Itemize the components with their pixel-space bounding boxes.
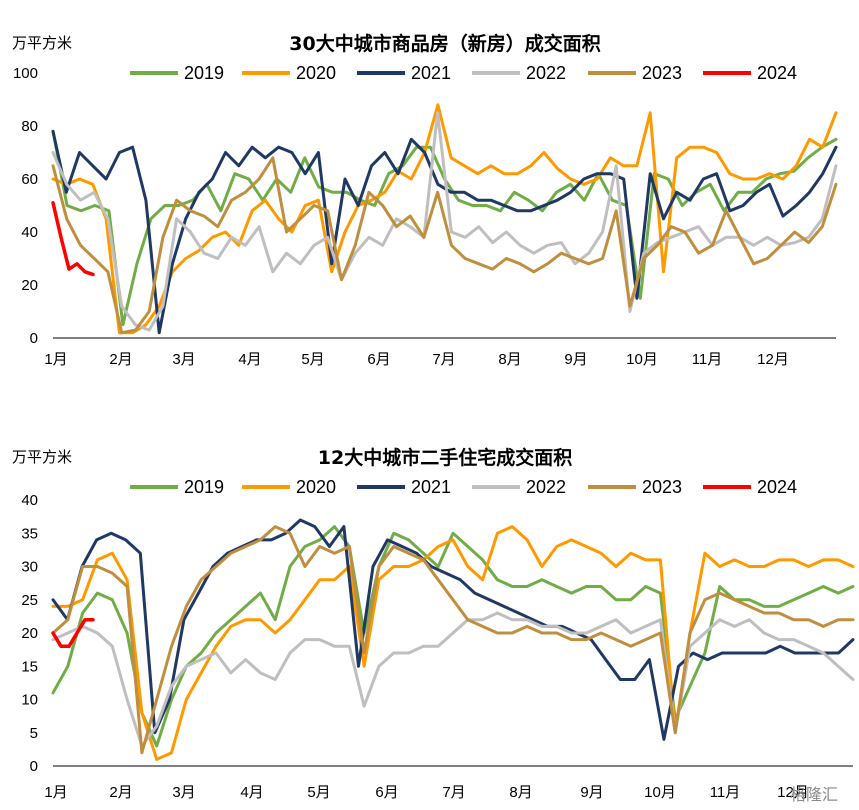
legend-label-2021: 2021 xyxy=(411,63,451,83)
series-line-2020 xyxy=(51,103,838,335)
chart-bottom-legend: 2019 2020 2021 2022 2023 2024 xyxy=(130,477,797,497)
series-line-2020 xyxy=(51,525,855,761)
chart-top-x-ticks: 1月 2月 3月 4月 5月 6月 7月 8月 9月 10月 11月 12月 xyxy=(44,351,789,368)
x-tick-label: 4月 xyxy=(240,784,263,801)
chart-bottom-series xyxy=(51,518,855,761)
y-tick-label: 0 xyxy=(30,758,38,775)
chart-bottom-unit: 万平方米 xyxy=(12,448,72,466)
legend-label-2022: 2022 xyxy=(526,63,566,83)
legend-label-2022: 2022 xyxy=(526,477,566,497)
x-tick-label: 3月 xyxy=(172,784,195,801)
legend-label-2019: 2019 xyxy=(184,477,224,497)
y-tick-label: 35 xyxy=(21,525,38,542)
x-tick-label: 8月 xyxy=(509,784,532,801)
y-tick-label: 5 xyxy=(30,725,38,742)
x-tick-label: 4月 xyxy=(238,351,261,368)
legend-label-2020: 2020 xyxy=(296,63,336,83)
legend-label-2021: 2021 xyxy=(411,477,451,497)
x-tick-label: 2月 xyxy=(109,784,132,801)
chart-top-series xyxy=(51,103,838,335)
x-tick-label: 6月 xyxy=(375,784,398,801)
watermark-text: 格隆汇 xyxy=(790,785,838,804)
chart-top: 30大中城市商品房（新房）成交面积 万平方米 0 20 40 60 80 100 1月 2月… xyxy=(12,32,838,368)
chart-bottom-x-ticks: 1月 2月 3月 4月 5月 6月 7月 8月 9月 10月 11月 12月 xyxy=(44,784,809,801)
legend-label-2019: 2019 xyxy=(184,63,224,83)
x-tick-label: 11月 xyxy=(710,784,741,801)
chart-bottom-y-ticks: 0 5 10 15 20 25 30 35 40 xyxy=(21,492,38,775)
x-tick-label: 5月 xyxy=(307,784,330,801)
series-line-2023 xyxy=(51,156,838,335)
x-tick-label: 7月 xyxy=(432,351,455,368)
y-tick-label: 60 xyxy=(21,171,38,188)
x-tick-label: 10月 xyxy=(644,784,676,801)
x-tick-label: 7月 xyxy=(442,784,465,801)
legend-label-2023: 2023 xyxy=(642,63,682,83)
chart-bottom-title: 12大中城市二手住宅成交面积 xyxy=(318,446,572,469)
chart-top-legend: 2019 2020 2021 2022 2023 2024 xyxy=(130,63,797,83)
legend-label-2024: 2024 xyxy=(757,477,797,497)
y-tick-label: 40 xyxy=(21,224,38,241)
y-tick-label: 15 xyxy=(21,658,38,675)
x-tick-label: 3月 xyxy=(172,351,195,368)
x-tick-label: 12月 xyxy=(777,784,809,801)
legend-label-2024: 2024 xyxy=(757,63,797,83)
x-tick-label: 2月 xyxy=(109,351,132,368)
chart-top-unit: 万平方米 xyxy=(12,34,72,52)
series-line-2024 xyxy=(51,617,95,649)
y-tick-label: 40 xyxy=(21,492,38,509)
y-tick-label: 20 xyxy=(21,625,38,642)
x-tick-label: 6月 xyxy=(367,351,390,368)
series-line-2024 xyxy=(51,201,95,277)
y-tick-label: 10 xyxy=(21,692,38,709)
x-tick-label: 9月 xyxy=(580,784,603,801)
x-tick-label: 1月 xyxy=(44,784,67,801)
y-tick-label: 25 xyxy=(21,592,38,609)
series-line-2022 xyxy=(51,611,855,748)
x-tick-label: 9月 xyxy=(564,351,587,368)
y-tick-label: 20 xyxy=(21,277,38,294)
y-tick-label: 100 xyxy=(13,65,38,82)
chart-bottom: 12大中城市二手住宅成交面积 万平方米 0 5 10 15 20 25 30 35 40 1月 2… xyxy=(12,446,855,801)
y-tick-label: 80 xyxy=(21,118,38,135)
chart-top-y-ticks: 0 20 40 60 80 100 xyxy=(13,65,38,347)
x-tick-label: 1月 xyxy=(44,351,67,368)
legend-label-2020: 2020 xyxy=(296,477,336,497)
series-line-2023 xyxy=(51,525,855,755)
x-tick-label: 8月 xyxy=(498,351,521,368)
series-line-2022 xyxy=(51,111,838,332)
x-tick-label: 5月 xyxy=(301,351,324,368)
chart-top-title: 30大中城市商品房（新房）成交面积 xyxy=(289,32,600,55)
y-tick-label: 0 xyxy=(30,330,38,347)
y-tick-label: 30 xyxy=(21,559,38,576)
legend-label-2023: 2023 xyxy=(642,477,682,497)
x-tick-label: 11月 xyxy=(692,351,723,368)
x-tick-label: 10月 xyxy=(626,351,658,368)
x-tick-label: 12月 xyxy=(757,351,789,368)
series-line-2021 xyxy=(51,518,855,741)
